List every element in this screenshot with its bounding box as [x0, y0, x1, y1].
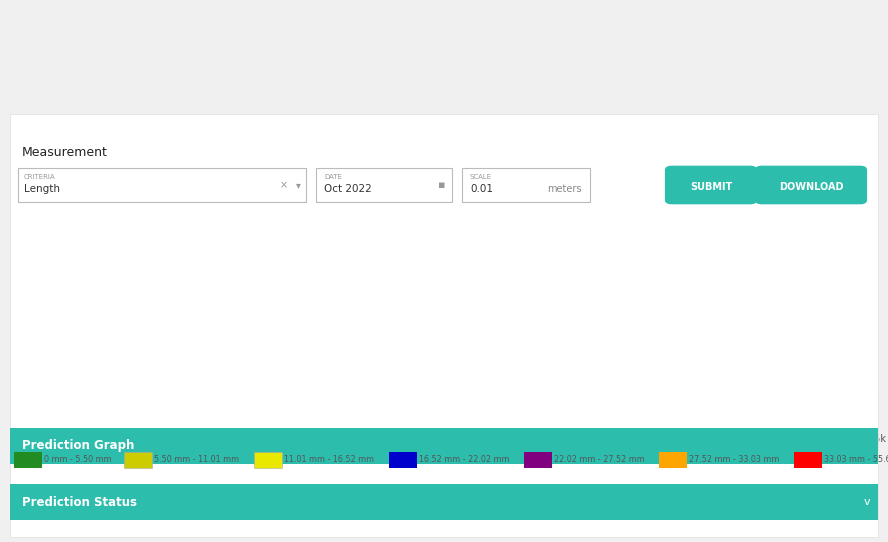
FancyBboxPatch shape: [462, 168, 590, 202]
FancyBboxPatch shape: [10, 428, 878, 464]
FancyBboxPatch shape: [124, 452, 152, 468]
Text: Prediction Status: Prediction Status: [22, 495, 137, 508]
Text: 12774.01: 12774.01: [674, 358, 717, 367]
Text: meters: meters: [548, 184, 582, 194]
Text: ▪: ▪: [439, 180, 446, 190]
Text: CRITERIA: CRITERIA: [24, 174, 56, 180]
Text: SUBMIT: SUBMIT: [690, 182, 732, 192]
FancyBboxPatch shape: [60, 210, 878, 396]
Text: 0 mm - 5.50 mm: 0 mm - 5.50 mm: [44, 455, 112, 464]
FancyBboxPatch shape: [18, 168, 306, 202]
Text: ▾: ▾: [296, 180, 300, 190]
FancyBboxPatch shape: [794, 452, 822, 468]
FancyBboxPatch shape: [254, 452, 282, 468]
Text: Measurement: Measurement: [22, 145, 107, 158]
Text: Oct 2022: Oct 2022: [324, 184, 372, 194]
Text: 0.01: 0.01: [470, 184, 493, 194]
FancyBboxPatch shape: [10, 114, 878, 537]
FancyBboxPatch shape: [755, 166, 867, 204]
Text: 33.03 mm - 55.60 mm: 33.03 mm - 55.60 mm: [824, 455, 888, 464]
FancyBboxPatch shape: [665, 166, 757, 204]
FancyBboxPatch shape: [10, 484, 878, 520]
Text: ×: ×: [280, 180, 288, 190]
Text: Length: 9.78 mm: Length: 9.78 mm: [677, 366, 754, 375]
FancyBboxPatch shape: [524, 452, 552, 468]
Text: 16.52 mm - 22.02 mm: 16.52 mm - 22.02 mm: [419, 455, 510, 464]
Text: 5.50 mm - 11.01 mm: 5.50 mm - 11.01 mm: [154, 455, 239, 464]
Text: Prediction Graph: Prediction Graph: [22, 440, 134, 453]
Text: 27.52 mm - 33.03 mm: 27.52 mm - 33.03 mm: [689, 455, 780, 464]
Text: SCALE: SCALE: [470, 174, 492, 180]
Text: v: v: [863, 497, 870, 507]
Text: DATE: DATE: [324, 174, 342, 180]
FancyBboxPatch shape: [670, 349, 751, 381]
FancyBboxPatch shape: [14, 452, 42, 468]
Text: DOWNLOAD: DOWNLOAD: [779, 182, 844, 192]
FancyBboxPatch shape: [659, 452, 687, 468]
FancyBboxPatch shape: [316, 168, 452, 202]
Text: 22.02 mm - 27.52 mm: 22.02 mm - 27.52 mm: [554, 455, 645, 464]
Text: 11.01 mm - 16.52 mm: 11.01 mm - 16.52 mm: [284, 455, 374, 464]
FancyBboxPatch shape: [389, 452, 417, 468]
Text: Length: Length: [24, 184, 60, 194]
